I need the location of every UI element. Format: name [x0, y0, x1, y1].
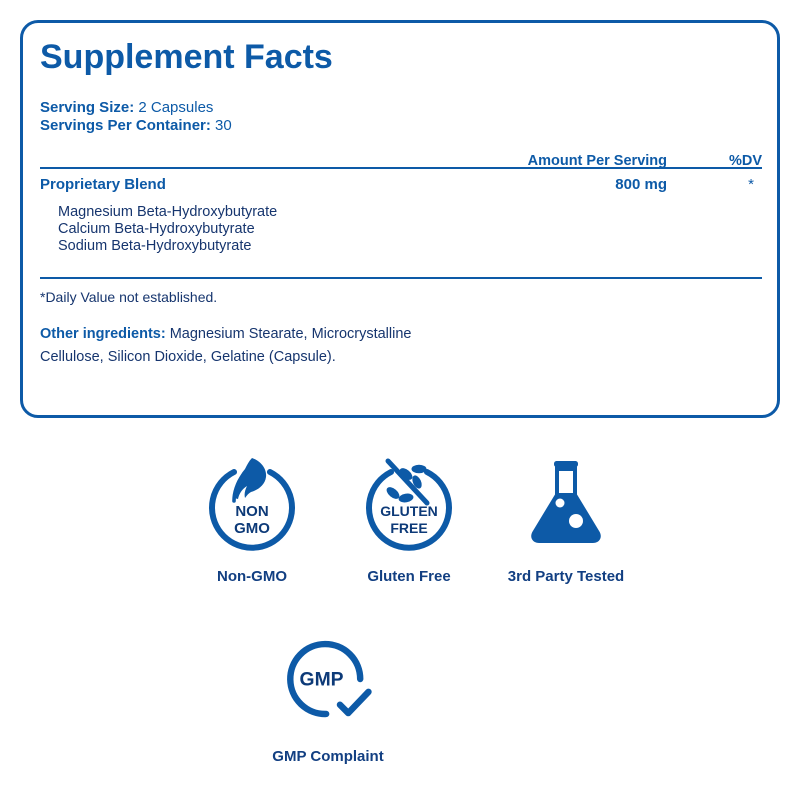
svg-text:FREE: FREE	[390, 520, 427, 536]
svg-text:GMP: GMP	[300, 669, 344, 690]
svg-text:GLUTEN: GLUTEN	[380, 503, 438, 519]
svg-text:GMO: GMO	[234, 520, 270, 537]
svg-text:NON: NON	[235, 503, 268, 520]
